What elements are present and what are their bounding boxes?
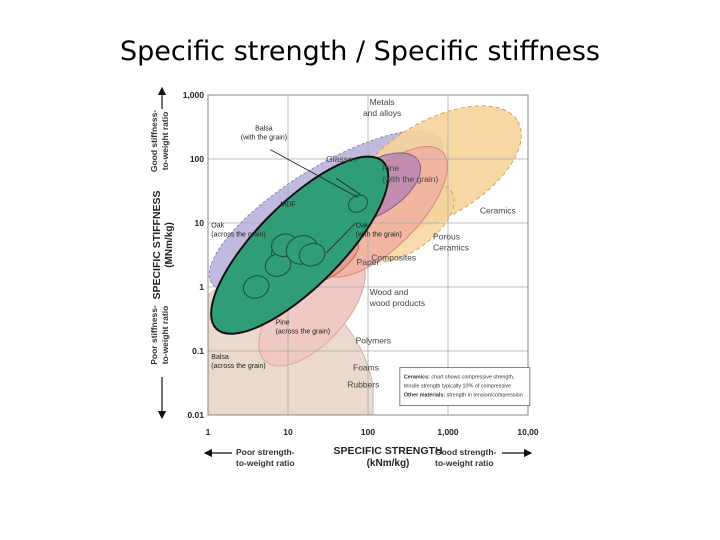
y-axis-title: SPECIFIC STIFFNESS: [151, 190, 163, 299]
region-label: Rubbers: [347, 379, 379, 389]
note-line: Other materials: strength in tension/com…: [404, 393, 523, 399]
slide-title: Specific strength / Specific stiffness: [120, 36, 600, 67]
y-high-note: Good stiffness-: [149, 110, 159, 173]
leader-line: [270, 149, 359, 198]
annotation-label: Oak: [211, 223, 224, 230]
x-high-note: Good strength-: [435, 447, 497, 457]
region-label: wood products: [369, 298, 425, 308]
y-tick-label: 0.1: [192, 346, 204, 356]
annotation-label: Balsa: [255, 125, 273, 132]
y-low-note: Poor stiffness-: [149, 305, 159, 365]
x-tick-label: 1: [206, 427, 211, 437]
y-tick-label: 0.01: [187, 410, 204, 420]
region-label: Porous: [433, 232, 460, 242]
wood-point: [242, 275, 270, 299]
note-line: tensile strength typically 10% of compre…: [404, 384, 511, 390]
annotation-label: Pine: [276, 319, 290, 326]
region-label: and alloys: [363, 108, 401, 118]
wood-point: [298, 242, 326, 267]
y-tick-label: 1,000: [183, 90, 205, 100]
leader-line: [335, 177, 361, 195]
annotation-label: (across the grain): [276, 328, 330, 335]
note-box: [399, 367, 531, 407]
x-axis-title: (kNm/kg): [367, 458, 410, 469]
x-axis-title: SPECIFIC STRENGTH: [333, 445, 442, 457]
note-bold: Other materials:: [404, 393, 446, 399]
region-label: Polymers: [356, 336, 391, 346]
annotation-label: (with the grain): [356, 232, 402, 239]
region-label: Glasses: [326, 154, 357, 164]
region-label: Foams: [353, 362, 379, 372]
note-text: strength in tension/compression: [445, 393, 523, 399]
region-label: Ceramics: [480, 206, 516, 216]
y-low-note: to-weight ratio: [160, 306, 170, 365]
x-tick-label: 100: [361, 427, 375, 437]
annotation-label: (across the grain): [211, 232, 265, 239]
x-tick-label: 10,00: [517, 427, 539, 437]
annotation-label: Balsa: [211, 354, 229, 361]
region-label: Paper: [357, 257, 380, 267]
annotation-label: (across the grain): [211, 363, 265, 370]
y-high-note: to-weight ratio: [160, 112, 170, 171]
y-axis-title: (MNm/kg): [164, 222, 175, 268]
region-label: Ceramics: [433, 243, 469, 253]
x-low-note: Poor strength-: [236, 447, 295, 457]
x-tick-label: 10: [283, 427, 293, 437]
annotation-label: (with the grain): [241, 134, 287, 141]
note-line: Ceramics: chart shows compressive streng…: [404, 375, 515, 381]
note-bold: Ceramics:: [404, 375, 430, 381]
note-text: chart shows compressive strength,: [430, 375, 515, 381]
x-low-note: to-weight ratio: [236, 458, 295, 468]
region-label: (with the grain): [382, 174, 438, 184]
x-tick-label: 1,000: [437, 427, 459, 437]
wood-point: [347, 194, 369, 213]
y-tick-label: 1: [199, 282, 204, 292]
y-tick-label: 100: [190, 154, 204, 164]
region-label: Metals: [370, 97, 395, 107]
leader-line: [325, 222, 356, 254]
region-label: Pine: [382, 163, 399, 173]
plot-frame: [207, 94, 529, 416]
region-label: Wood and: [370, 287, 409, 297]
annotation-label: MDF: [280, 202, 295, 209]
y-tick-label: 10: [195, 218, 205, 228]
x-high-note: to-weight ratio: [435, 458, 494, 468]
region-label: Composites: [371, 252, 416, 262]
note-text: tensile strength typically 10% of compre…: [404, 384, 511, 390]
annotation-label: Oak: [356, 223, 369, 230]
